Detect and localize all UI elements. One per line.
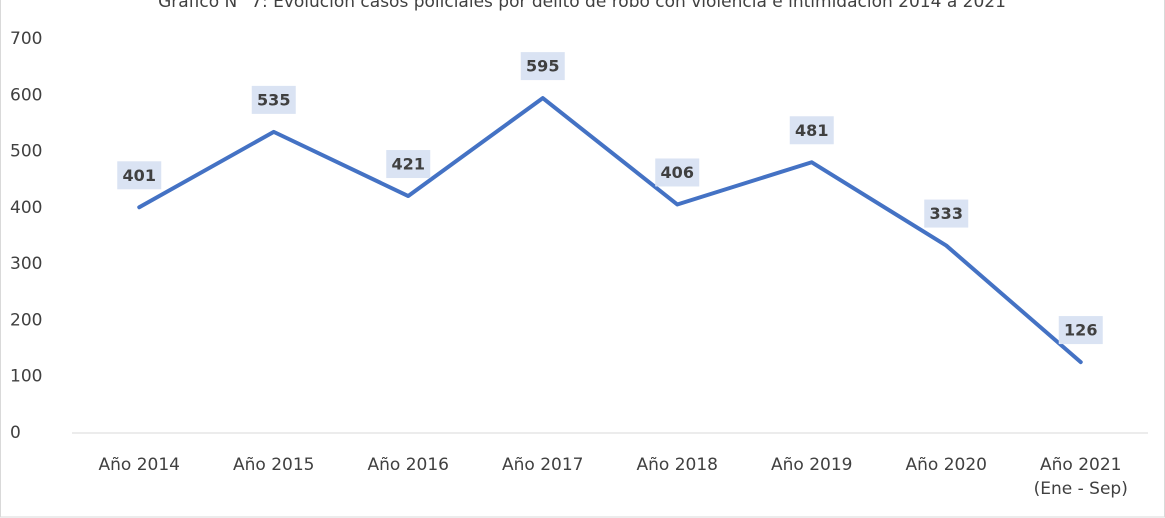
data-label-box [1058,316,1103,345]
data-label: 421 [392,155,425,174]
data-label: 535 [257,90,290,109]
x-tick-label: Año 2017 [502,455,583,475]
x-tick-label: Año 2021 (Ene - Sep) [1034,455,1128,499]
y-tick-label: 500 [10,142,42,162]
y-tick-label: 600 [10,85,42,105]
data-label-box [251,85,296,114]
y-tick-label: 0 [10,423,21,443]
data-label: 126 [1064,321,1097,340]
data-label: 401 [123,166,156,185]
x-tick-label: Año 2015 [233,455,314,475]
y-tick-label: 200 [10,310,42,330]
chart-title: Gráfico N° 7: Evolución casos policiales… [158,0,1006,12]
data-label: 595 [526,57,559,76]
x-tick-label: Año 2019 [771,455,852,475]
data-label: 481 [795,121,828,140]
data-label-box [386,150,431,179]
data-line [137,96,1083,365]
x-tick-label: Año 2016 [368,455,449,475]
data-label-box [520,52,565,81]
data-label-box [655,158,700,187]
data-label: 333 [930,204,963,223]
data-label-box [789,116,834,145]
y-tick-label: 700 [10,29,42,49]
x-tick-label: Año 2018 [637,455,718,475]
data-label-box [117,161,162,190]
y-tick-label: 100 [10,367,42,387]
data-label-box [924,199,969,228]
y-tick-label: 300 [10,254,42,274]
y-tick-label: 400 [10,198,42,218]
x-tick-label: Año 2020 [906,455,987,475]
data-label: 406 [661,163,694,182]
x-tick-label: Año 2014 [99,455,180,475]
